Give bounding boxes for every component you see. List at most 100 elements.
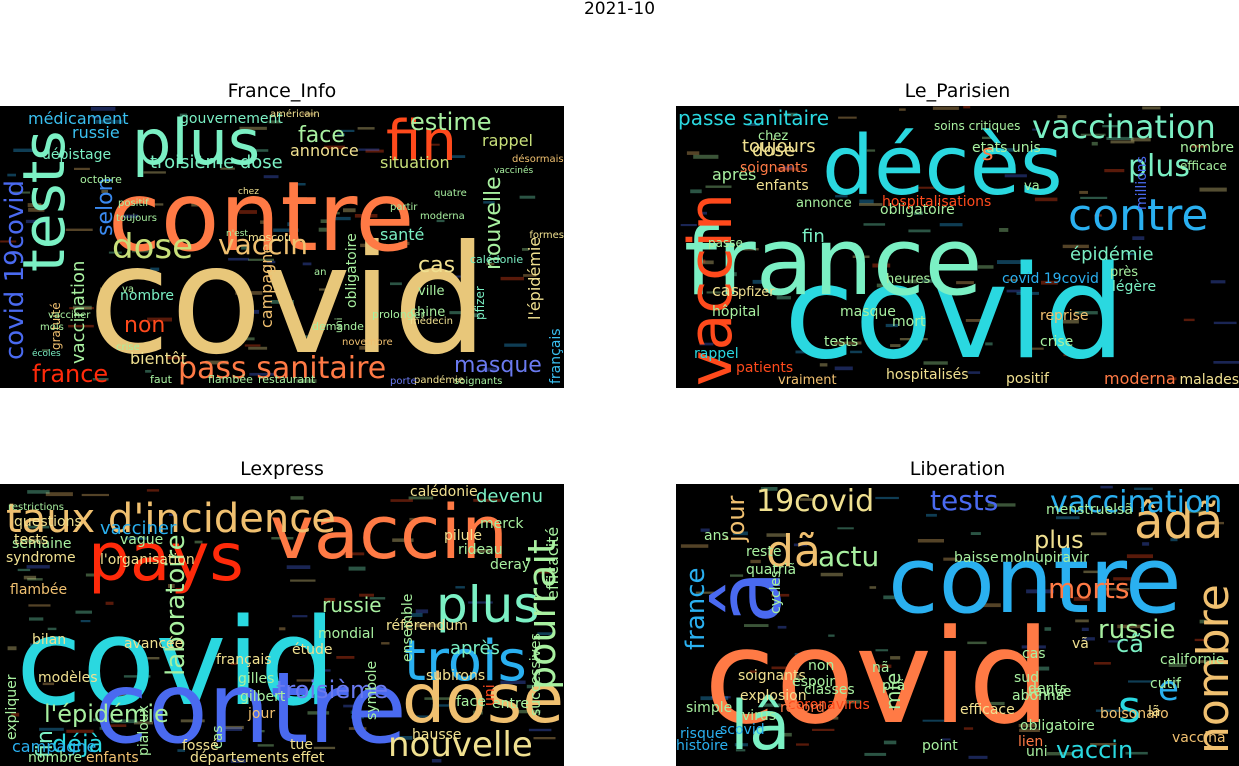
cloud-word: dose — [112, 227, 193, 267]
cloud-word: lã — [1148, 704, 1160, 720]
filler-speck — [526, 684, 548, 689]
filler-speck — [10, 191, 30, 194]
cloud-word: espoir — [792, 674, 835, 690]
cloud-word: flambée — [10, 582, 67, 598]
cloud-word: â — [698, 570, 801, 624]
filler-speck — [866, 149, 876, 152]
filler-speck — [290, 496, 304, 500]
filler-speck — [519, 195, 536, 199]
filler-speck — [859, 199, 874, 204]
filler-speck — [705, 185, 732, 188]
filler-speck — [230, 662, 241, 665]
cloud-word: non — [808, 658, 834, 674]
filler-speck — [132, 250, 151, 253]
filler-speck — [302, 262, 312, 266]
filler-speck — [279, 627, 286, 631]
filler-speck — [215, 727, 243, 731]
cloud-word: fin — [386, 109, 457, 174]
cloud-word: médicament — [28, 109, 128, 128]
filler-speck — [348, 566, 366, 571]
filler-speck — [470, 549, 492, 553]
filler-speck — [273, 228, 299, 232]
cloud-word: taux d'incidence — [6, 496, 336, 542]
cloud-word: américain — [270, 108, 320, 120]
cloud-word: subirons — [426, 668, 485, 684]
filler-speck — [907, 279, 918, 284]
cloud-word: russie — [1098, 615, 1175, 645]
filler-speck — [1044, 627, 1052, 631]
cloud-word: chez — [238, 187, 259, 197]
filler-speck — [838, 116, 857, 119]
filler-speck — [833, 699, 862, 704]
filler-speck — [415, 609, 429, 614]
cloud-word: fin — [802, 226, 825, 247]
filler-speck — [504, 343, 527, 347]
filler-speck — [522, 248, 529, 251]
filler-speck — [700, 696, 729, 701]
cloud-word: calédonie — [410, 484, 478, 500]
filler-speck — [119, 694, 131, 698]
filler-speck — [72, 305, 92, 310]
cloud-word: trois — [404, 629, 527, 694]
cloud-word: situation — [380, 153, 450, 172]
cloud-word: heures — [886, 272, 931, 287]
filler-speck — [179, 113, 188, 118]
filler-speck — [287, 222, 296, 227]
filler-speck — [932, 106, 959, 110]
filler-speck — [680, 544, 709, 548]
cloud-word: bolsonaro — [1100, 706, 1169, 722]
filler-speck — [1019, 728, 1040, 732]
filler-speck — [837, 527, 854, 530]
filler-speck — [771, 593, 790, 597]
cloud-word: troisième — [276, 676, 388, 704]
filler-speck — [859, 203, 883, 206]
filler-speck — [270, 300, 294, 304]
filler-speck — [702, 260, 714, 265]
cloud-word: reprise — [1040, 308, 1089, 324]
filler-speck — [890, 344, 901, 347]
cloud-word: santé — [380, 225, 424, 244]
cloud-word: nombre — [1188, 584, 1239, 754]
filler-speck — [747, 122, 760, 126]
filler-speck — [410, 715, 429, 718]
cloud-word: face — [456, 694, 486, 710]
filler-speck — [1055, 319, 1079, 324]
cloud-word: patients — [736, 360, 793, 376]
cloud-word: actu — [818, 540, 879, 573]
cloud-word: russie — [72, 123, 120, 142]
cloud-word: toujours — [116, 213, 157, 224]
filler-speck — [91, 116, 100, 119]
cloud-word: vaccin — [1056, 736, 1133, 764]
cloud-word: s — [982, 141, 993, 166]
cloud-word: modèles — [38, 670, 98, 686]
cloud-word: ravive — [1028, 684, 1071, 700]
cloud-word: soignants — [740, 160, 808, 176]
cloud-word: semaine — [12, 536, 72, 552]
filler-speck — [313, 746, 336, 750]
cloud-word: prolonger — [372, 308, 426, 321]
filler-speck — [238, 337, 255, 341]
filler-speck — [191, 202, 200, 207]
filler-speck — [1034, 197, 1058, 202]
filler-speck — [782, 166, 793, 170]
filler-speck — [1094, 214, 1102, 217]
filler-speck — [834, 341, 862, 345]
filler-speck — [783, 672, 797, 675]
filler-speck — [834, 366, 853, 371]
filler-speck — [369, 597, 386, 600]
filler-speck — [863, 223, 886, 226]
filler-speck — [788, 674, 800, 679]
cloud-word: campagne — [257, 244, 276, 328]
filler-speck — [999, 228, 1009, 232]
cloud-word: vaccination — [68, 261, 89, 364]
filler-speck — [360, 243, 386, 248]
filler-speck — [749, 670, 757, 673]
filler-speck — [320, 219, 333, 223]
filler-speck — [1104, 169, 1125, 173]
cloud-word: faut — [150, 373, 173, 386]
filler-speck — [965, 319, 987, 322]
filler-speck — [1126, 554, 1153, 559]
filler-speck — [17, 568, 31, 572]
filler-speck — [108, 251, 122, 254]
